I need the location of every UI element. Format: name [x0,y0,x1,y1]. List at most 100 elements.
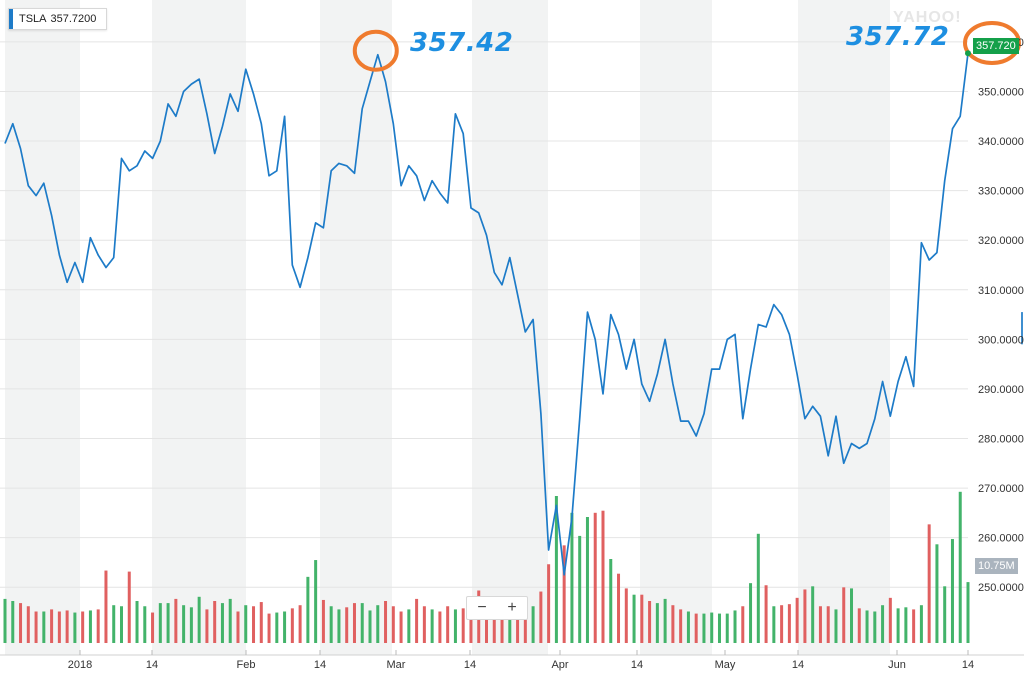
last-price-marker [965,50,971,57]
volume-bar [236,611,240,643]
volume-bar [803,589,807,643]
current-price-tag: 357.720 [973,38,1019,54]
volume-bar [213,601,217,643]
volume-bar [26,606,30,643]
volume-bar [888,597,892,643]
volume-bar [135,601,139,643]
volume-bar [772,606,776,643]
y-tick-label: 260.0000 [978,533,1024,545]
volume-bar [453,609,457,643]
volume-bar [252,606,256,643]
volume-bar [259,602,263,643]
x-tick-label: Apr [551,659,568,671]
volume-bar [516,608,520,643]
volume-bar [182,605,186,643]
volume-bar [174,598,178,643]
volume-bar [834,609,838,643]
volume-bar [88,610,92,643]
volume-bar [352,603,356,643]
volume-bar [749,583,753,643]
volume-bar [376,605,380,643]
volume-bar [531,606,535,643]
legend-value: 357.7200 [50,13,97,25]
background-band [640,0,712,655]
volume-bar [205,609,209,643]
yahoo-watermark: YAHOO! [893,9,962,26]
zoom-controls[interactable]: − + [466,596,528,620]
volume-bar [298,605,302,643]
x-tick-label: 14 [792,659,804,671]
volume-bar [547,564,551,643]
y-tick-label: 290.0000 [978,384,1024,396]
volume-bar [42,611,46,643]
volume-bar [19,603,23,643]
last-highlight-circle [963,21,1021,65]
volume-bar [337,609,341,643]
volume-bar [112,605,116,643]
volume-bar [912,609,916,643]
volume-bar [391,606,395,643]
volume-bar [756,533,760,643]
volume-bar [562,545,566,643]
volume-bar [158,603,162,643]
volume-bar [34,611,38,643]
volume-bar [686,611,690,643]
volume-bar [119,606,123,643]
volume-bar [127,571,131,643]
volume-bar [446,606,450,643]
volume-bar [919,605,923,643]
volume-bar [539,591,543,643]
y-tick-label: 330.0000 [978,186,1024,198]
volume-bar [935,544,939,643]
volume-bar [826,606,830,643]
volume-bar [593,512,597,643]
volume-bar [640,594,644,643]
x-tick-label: 14 [464,659,476,671]
volume-bar [733,610,737,643]
zoom-in-button[interactable]: + [507,599,517,616]
volume-bar [96,609,100,643]
y-tick-label: 250.0000 [978,582,1024,594]
volume-bar [508,609,512,643]
volume-bar [430,609,434,643]
volume-bar [228,598,232,643]
x-tick-label: 14 [631,659,643,671]
volume-bar [958,491,962,643]
y-tick-label: 350.0000 [978,86,1024,98]
volume-bar [329,606,333,643]
volume-bar [50,609,54,643]
x-tick-label: May [715,659,736,671]
volume-bar [578,535,582,643]
y-tick-label: 280.0000 [978,433,1024,445]
x-tick-label: 14 [314,659,326,671]
x-tick-label: Feb [237,659,256,671]
volume-bar [896,608,900,643]
last-annotation-label: 357.72 [846,22,950,52]
volume-bar [244,605,248,643]
volume-bar [725,613,729,643]
volume-bar [197,596,201,643]
volume-bar [399,611,403,643]
legend-box[interactable]: TSLA 357.7200 [8,8,108,30]
volume-bar [523,611,527,643]
peak-annotation-label: 357.42 [410,28,514,58]
background-band [320,0,392,655]
x-tick-label: Jun [888,659,906,671]
volume-bar [461,608,465,643]
volume-bar [345,607,349,643]
volume-bar [57,611,61,643]
volume-bar [283,611,287,643]
background-band [798,0,890,655]
volume-bar [865,610,869,643]
volume-bar [500,611,504,643]
volume-bar [81,611,85,643]
volume-bar [585,517,589,643]
volume-bar [189,607,193,643]
zoom-out-button[interactable]: − [477,599,487,616]
volume-bar [632,594,636,643]
price-series-line[interactable] [4,53,969,576]
x-tick-label: 14 [146,659,158,671]
volume-bar [617,573,621,643]
